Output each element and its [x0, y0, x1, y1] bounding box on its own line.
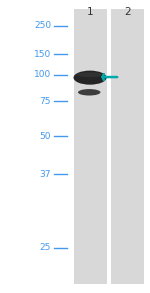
Text: 50: 50 [39, 132, 51, 141]
Text: 75: 75 [39, 97, 51, 105]
Text: 150: 150 [34, 50, 51, 59]
Ellipse shape [74, 71, 106, 85]
Text: 2: 2 [124, 7, 131, 17]
Bar [74, 9, 106, 284]
Text: 250: 250 [34, 21, 51, 30]
Text: 1: 1 [87, 7, 93, 17]
Ellipse shape [78, 89, 100, 96]
Text: 100: 100 [34, 70, 51, 79]
Text: 25: 25 [40, 243, 51, 252]
Text: 37: 37 [39, 170, 51, 179]
Bar [111, 9, 144, 284]
Ellipse shape [77, 72, 103, 77]
